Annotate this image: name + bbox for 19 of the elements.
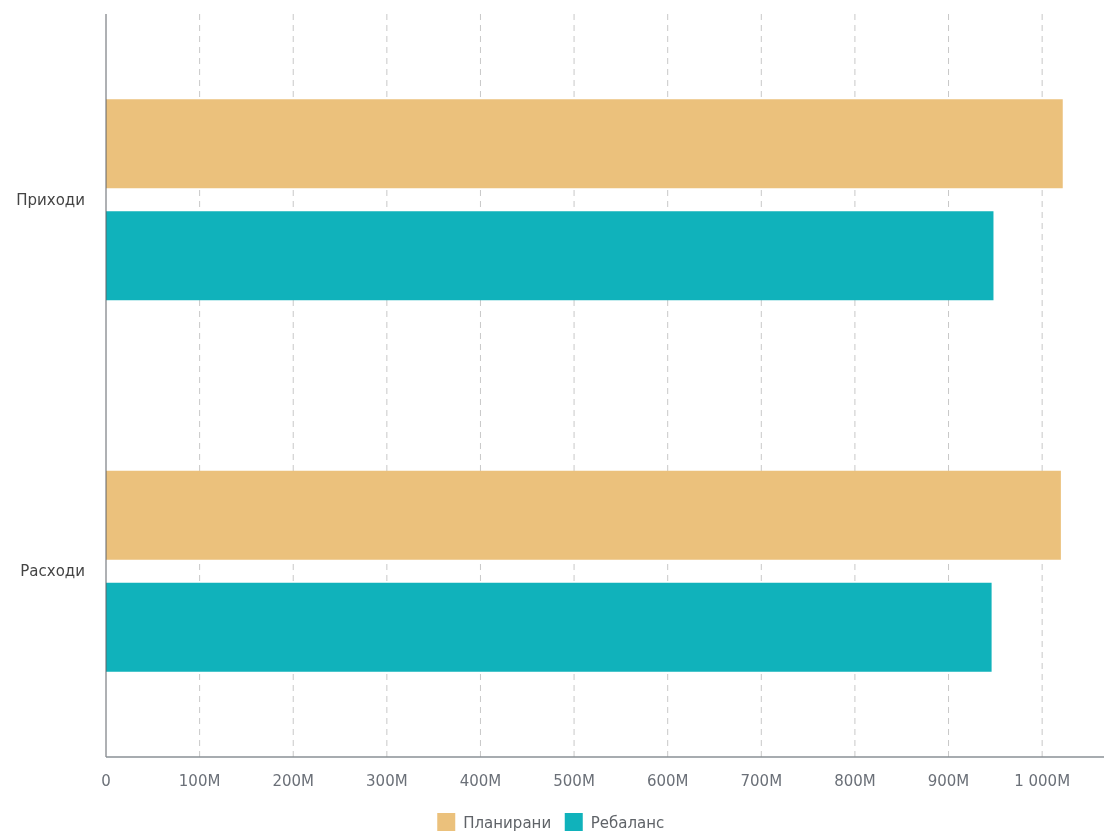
x-tick-label: 500M (553, 772, 595, 790)
legend-label: Планирани (463, 814, 552, 832)
x-tick-label: 700M (740, 772, 783, 790)
x-tick-label: 400M (459, 772, 502, 790)
x-tick-label: 300M (366, 772, 408, 790)
bar (106, 470, 1061, 560)
x-tick-label: 100M (178, 772, 221, 790)
bar (106, 582, 992, 672)
bar (106, 99, 1063, 189)
y-tick-label: Расходи (20, 562, 85, 581)
x-tick-label: 900M (927, 772, 970, 790)
legend-label: Ребаланс (590, 814, 665, 832)
x-tick-label: 600M (646, 772, 689, 790)
x-tick-label: 1 000M (1014, 772, 1071, 790)
x-tick-label: 800M (834, 772, 876, 790)
x-tick-label: 200M (272, 772, 315, 790)
x-tick-label: 0 (101, 772, 111, 790)
bar (106, 211, 994, 301)
y-tick-label: Приходи (16, 190, 85, 209)
